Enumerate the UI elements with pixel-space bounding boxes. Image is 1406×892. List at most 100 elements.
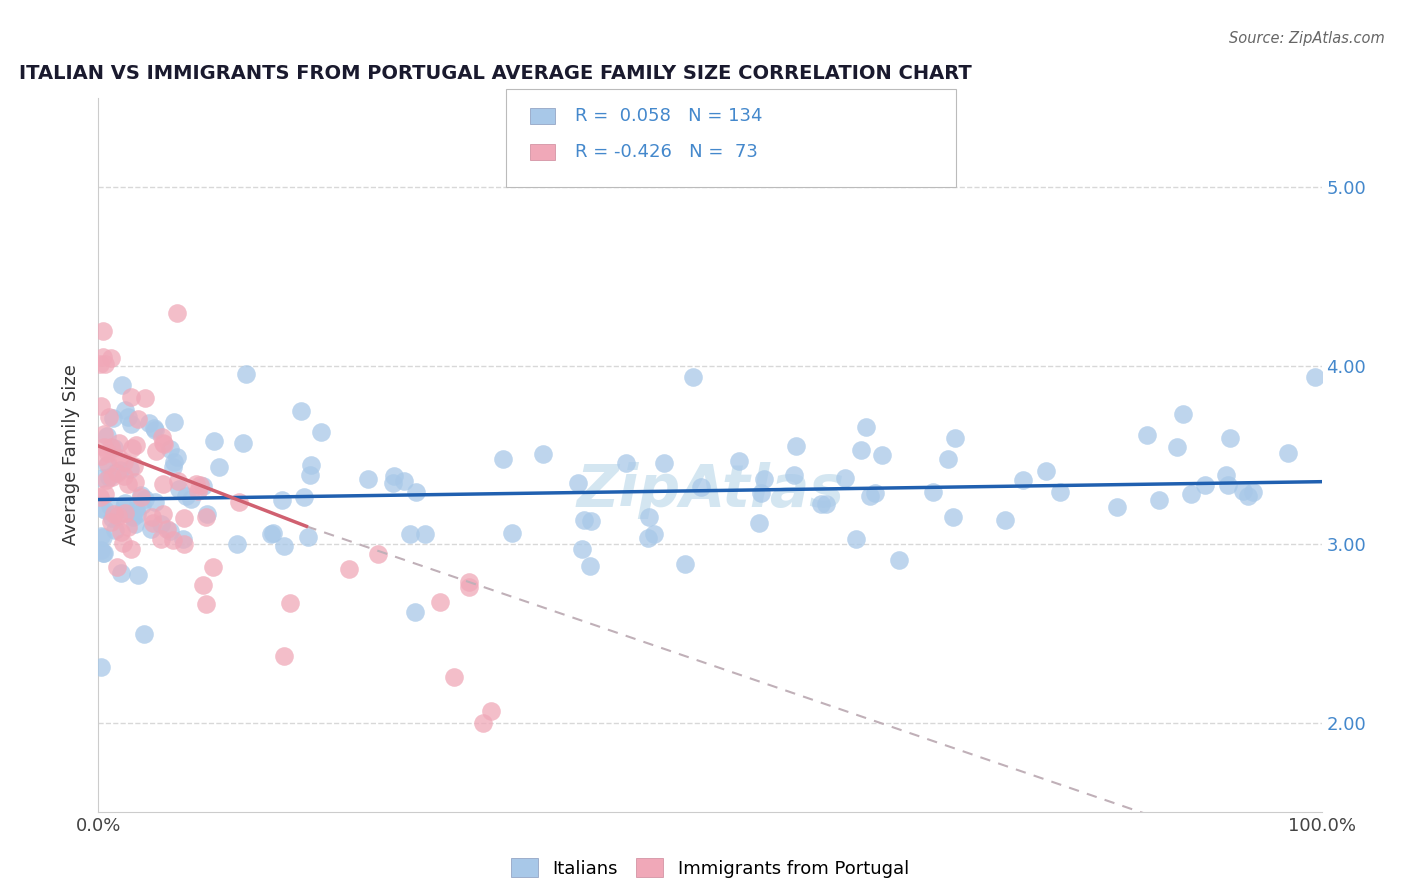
Point: [202, 434, 225, 449]
Point: [131, 498, 153, 512]
Point: [298, 467, 321, 482]
Point: [131, 488, 153, 502]
Point: [114, 403, 136, 417]
Point: [673, 557, 696, 571]
Point: [1218, 478, 1240, 492]
Point: [689, 480, 711, 494]
Point: [89, 357, 111, 371]
Point: [531, 447, 554, 461]
Point: [571, 542, 593, 557]
Point: [572, 513, 595, 527]
Point: [458, 575, 481, 590]
Point: [273, 648, 295, 663]
Point: [870, 448, 893, 462]
Point: [104, 465, 127, 479]
Point: [1219, 431, 1241, 445]
Point: [90, 542, 112, 557]
Point: [129, 491, 152, 505]
Point: [637, 531, 659, 545]
Point: [748, 516, 770, 530]
Point: [357, 471, 380, 485]
Point: [859, 489, 882, 503]
Point: [107, 508, 129, 523]
Point: [413, 527, 436, 541]
Point: [120, 541, 142, 556]
Point: [97, 470, 120, 484]
Point: [90, 471, 112, 485]
Point: [936, 452, 959, 467]
Point: [110, 566, 132, 581]
Point: [180, 492, 202, 507]
Point: [1171, 407, 1194, 421]
Point: [193, 479, 215, 493]
Y-axis label: Average Family Size: Average Family Size: [62, 365, 80, 545]
Point: [273, 539, 295, 553]
Point: [143, 423, 166, 437]
Point: [270, 493, 292, 508]
Point: [150, 430, 173, 444]
Point: [226, 537, 249, 551]
Point: [145, 444, 167, 458]
Point: [94, 487, 117, 501]
Point: [94, 357, 117, 371]
Point: [100, 441, 122, 455]
Point: [194, 597, 217, 611]
Point: [91, 350, 114, 364]
Point: [399, 527, 422, 541]
Point: [1012, 474, 1035, 488]
Point: [100, 470, 122, 484]
Point: [117, 476, 139, 491]
Point: [166, 305, 188, 319]
Point: [108, 436, 131, 450]
Text: ITALIAN VS IMMIGRANTS FROM PORTUGAL AVERAGE FAMILY SIZE CORRELATION CHART: ITALIAN VS IMMIGRANTS FROM PORTUGAL AVER…: [18, 63, 972, 83]
Point: [156, 522, 179, 536]
Point: [112, 455, 135, 469]
Point: [815, 498, 838, 512]
Point: [143, 495, 166, 509]
Point: [849, 443, 872, 458]
Point: [103, 507, 125, 521]
Point: [652, 456, 675, 470]
Point: [195, 509, 218, 524]
Point: [97, 446, 120, 460]
Point: [90, 529, 112, 543]
Point: [457, 581, 479, 595]
Point: [682, 370, 704, 384]
Point: [1180, 487, 1202, 501]
Point: [201, 560, 224, 574]
Point: [107, 451, 129, 466]
Point: [114, 496, 136, 510]
Point: [103, 441, 125, 455]
Text: R = -0.426   N =  73: R = -0.426 N = 73: [575, 143, 758, 161]
Point: [228, 495, 250, 509]
Point: [166, 450, 188, 464]
Point: [501, 526, 523, 541]
Point: [173, 537, 195, 551]
Point: [138, 416, 160, 430]
Point: [479, 704, 502, 718]
Point: [614, 456, 637, 470]
Legend: Italians, Immigrants from Portugal: Italians, Immigrants from Portugal: [503, 851, 917, 885]
Point: [638, 510, 661, 524]
Point: [100, 515, 122, 529]
Point: [1277, 446, 1299, 460]
Point: [889, 553, 911, 567]
Point: [643, 526, 665, 541]
Point: [150, 532, 173, 546]
Point: [1136, 427, 1159, 442]
Point: [162, 533, 184, 548]
Point: [127, 567, 149, 582]
Point: [134, 627, 156, 641]
Point: [117, 520, 139, 534]
Point: [191, 578, 214, 592]
Point: [834, 471, 856, 485]
Point: [290, 404, 312, 418]
Point: [810, 497, 832, 511]
Point: [749, 485, 772, 500]
Point: [166, 474, 188, 488]
Point: [121, 441, 143, 455]
Point: [232, 436, 254, 450]
Point: [578, 558, 600, 573]
Point: [1049, 485, 1071, 500]
Point: [1215, 468, 1237, 483]
